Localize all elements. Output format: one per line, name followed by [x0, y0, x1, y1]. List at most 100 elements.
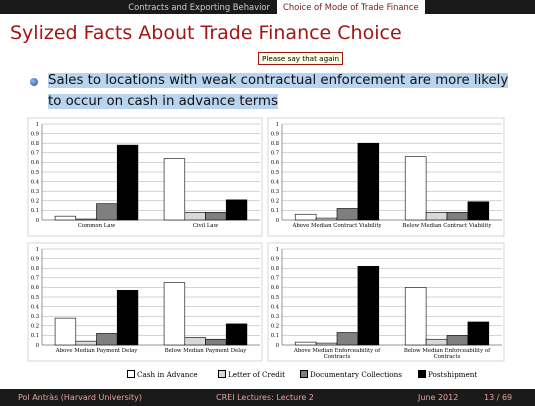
bar	[116, 289, 139, 346]
bar	[336, 332, 359, 346]
y-tick-label: 0.2	[31, 324, 39, 330]
legend-item-cash-in-advance: Cash in Advance	[127, 370, 198, 379]
y-tick-label: 0.2	[271, 199, 279, 205]
x-category-label: Above Median Enforceability of	[293, 348, 381, 354]
bar	[184, 212, 206, 221]
bar	[116, 144, 139, 221]
legend-label: Letter of Credit	[228, 370, 286, 379]
y-tick-label: 1	[36, 247, 39, 253]
x-category-label: Contracts	[434, 354, 461, 360]
bar	[294, 341, 317, 346]
footer-date: June 2012	[418, 393, 459, 402]
top-navigation-bar: Contracts and Exporting Behavior Choice …	[0, 0, 535, 14]
y-tick-label: 0.9	[31, 131, 39, 137]
x-category-label: Above Median Contract Viability	[291, 223, 382, 229]
y-tick-label: 0.5	[271, 170, 279, 176]
bullet-text: Sales to locations with weak contractual…	[48, 70, 518, 112]
y-tick-label: 0.3	[31, 189, 39, 195]
y-tick-label: 0.1	[271, 333, 279, 339]
y-tick-label: 0.8	[271, 266, 279, 272]
x-category-label: Below Median Payment Delay	[165, 348, 247, 354]
y-tick-label: 0.8	[271, 141, 279, 147]
legend-item-documentary-collections: Documentary Collections	[300, 370, 402, 379]
footer-bar: Pol Antràs (Harvard University) CREI Lec…	[0, 389, 535, 406]
bar	[404, 287, 427, 346]
x-category-label: Above Median Payment Delay	[55, 348, 139, 354]
bar	[357, 265, 380, 346]
bar	[425, 338, 448, 346]
y-tick-label: 0.6	[31, 160, 39, 166]
legend-label: Cash in Advance	[137, 370, 198, 379]
legend-swatch	[300, 370, 308, 378]
x-category-label: Below Median Contract Viability	[402, 223, 492, 229]
y-tick-label: 0.6	[271, 285, 279, 291]
x-category-label: Common Law	[78, 223, 116, 229]
bar	[404, 156, 427, 221]
bar	[315, 342, 338, 346]
y-tick-label: 0.4	[271, 179, 280, 185]
bar	[467, 201, 490, 221]
y-tick-label: 0	[276, 218, 279, 224]
chart-frame	[27, 242, 263, 362]
bar	[75, 340, 97, 346]
y-tick-label: 0.3	[271, 314, 279, 320]
y-tick-label: 0.8	[31, 266, 39, 272]
x-category-label: Contracts	[324, 354, 351, 360]
bar	[336, 208, 359, 221]
legend-swatch	[127, 370, 135, 378]
y-tick-label: 0	[36, 343, 39, 349]
bar	[357, 142, 380, 221]
y-tick-label: 0	[276, 343, 279, 349]
bar	[54, 317, 77, 346]
y-tick-label: 0.7	[271, 151, 279, 157]
y-tick-label: 0.5	[271, 295, 279, 301]
bar	[75, 218, 97, 221]
legend-item-letter-of-credit: Letter of Credit	[218, 370, 285, 379]
bar	[446, 335, 469, 346]
y-tick-label: 0.6	[271, 160, 279, 166]
y-tick-label: 0.7	[31, 276, 39, 282]
legend-swatch	[418, 370, 426, 378]
bar	[315, 217, 338, 221]
bar	[205, 338, 227, 346]
tooltip: Please say that again	[258, 52, 344, 65]
y-tick-label: 0.4	[31, 179, 40, 185]
y-tick-label: 0.5	[31, 170, 39, 176]
slide-title: Sylized Facts About Trade Finance Choice	[10, 22, 402, 44]
y-tick-label: 1	[36, 122, 39, 128]
y-tick-label: 0.6	[31, 285, 39, 291]
y-tick-label: 0.2	[271, 324, 279, 330]
y-tick-label: 0.8	[31, 141, 39, 147]
subsection-title[interactable]: Choice of Mode of Trade Finance	[277, 0, 425, 14]
y-tick-label: 0.7	[271, 276, 279, 282]
x-category-label: Below Median Enforceability of	[404, 348, 491, 354]
y-tick-label: 0.1	[31, 333, 39, 339]
footer-author: Pol Antràs (Harvard University)	[18, 393, 142, 402]
y-tick-label: 0	[36, 218, 39, 224]
y-tick-label: 0.5	[31, 295, 39, 301]
bar	[446, 212, 469, 221]
y-tick-label: 0.9	[271, 256, 279, 262]
bar	[54, 215, 77, 221]
bar	[425, 212, 448, 221]
legend-item-postshipment: Postshipment	[418, 370, 477, 379]
footer-lecture: CREI Lectures: Lecture 2	[216, 393, 314, 402]
y-tick-label: 0.2	[31, 199, 39, 205]
bar	[163, 158, 186, 221]
bar	[225, 199, 248, 221]
y-tick-label: 0.7	[31, 151, 39, 157]
x-category-label: Civil Law	[193, 223, 219, 229]
chart-frame	[267, 117, 505, 237]
section-title[interactable]: Contracts and Exporting Behavior	[128, 2, 270, 12]
bar	[467, 321, 490, 346]
chart-frame	[267, 242, 505, 362]
y-tick-label: 0.1	[31, 208, 39, 214]
y-tick-label: 0.1	[271, 208, 279, 214]
footer-page: 13 / 69	[484, 393, 513, 402]
bar	[96, 333, 118, 346]
bar	[225, 323, 248, 346]
chart-frame	[27, 117, 263, 237]
bullet-icon	[30, 78, 38, 86]
legend-label: Documentary Collections	[310, 370, 402, 379]
